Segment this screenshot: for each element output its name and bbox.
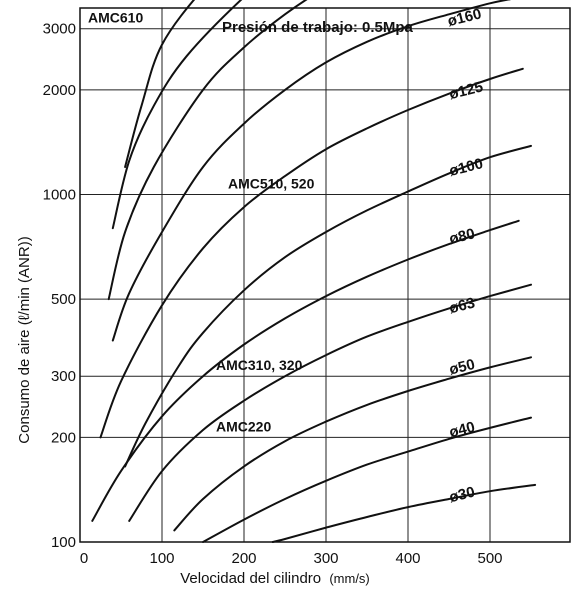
x-tick-300: 300: [313, 550, 338, 567]
plot-frame: [79, 7, 571, 543]
y-tick-500: 500: [51, 291, 76, 308]
series-d160-line: [111, 0, 511, 342]
series-d200-line: [107, 0, 308, 301]
model-label-amc310-320: AMC310, 320: [216, 357, 303, 373]
grid-lines: [80, 8, 570, 542]
series-curves: [91, 0, 537, 543]
series-d50-line: [173, 356, 532, 532]
x-tick-0: 0: [80, 550, 88, 567]
x-tick-200: 200: [231, 550, 256, 567]
model-label-amc220: AMC220: [216, 418, 271, 434]
x-axis-unit: (mm/s): [329, 571, 369, 586]
series-d100-line: [124, 144, 532, 468]
series-d80-line: [91, 219, 520, 522]
y-tick-2000: 2000: [43, 82, 76, 99]
y-tick-200: 200: [51, 429, 76, 446]
model-label-amc510-520: AMC510, 520: [228, 176, 315, 192]
y-tick-100: 100: [51, 534, 76, 551]
series-d250-line: [111, 0, 243, 230]
x-axis-label-text: Velocidad del cilindro: [180, 570, 321, 587]
series-label-d40: ø40: [447, 419, 476, 442]
series-d63-line: [128, 283, 532, 522]
series-label-d50: ø50: [447, 356, 476, 379]
y-axis-label: Consumo de aire (ℓ/min (ANR)): [16, 236, 33, 443]
x-tick-500: 500: [477, 550, 502, 567]
series-d300-line: [124, 0, 196, 168]
x-tick-100: 100: [149, 550, 174, 567]
series-label-d30: ø30: [447, 484, 476, 507]
series-labels: ø300ø250ø200ø160ø125ø100ø80ø63ø50ø40ø30: [446, 5, 485, 507]
y-tick-3000: 3000: [43, 21, 76, 38]
y-tick-300: 300: [51, 368, 76, 385]
y-tick-labels: 1002003005001000200030005000600010000: [43, 21, 76, 551]
x-axis-label: Velocidad del cilindro (mm/s): [180, 570, 370, 587]
series-d30-line: [271, 483, 537, 543]
series-label-d63: ø63: [448, 294, 477, 317]
series-d125-line: [99, 67, 524, 439]
x-tick-400: 400: [395, 550, 420, 567]
series-d40-line: [202, 416, 532, 543]
model-label-amc610: AMC610: [88, 10, 143, 26]
y-tick-1000: 1000: [43, 187, 76, 204]
series-label-d80: ø80: [447, 225, 476, 248]
chart-title: Presión de trabajo: 0.5Mpa: [222, 19, 414, 36]
x-tick-labels: 0 100 200 300 400 500: [80, 550, 503, 567]
